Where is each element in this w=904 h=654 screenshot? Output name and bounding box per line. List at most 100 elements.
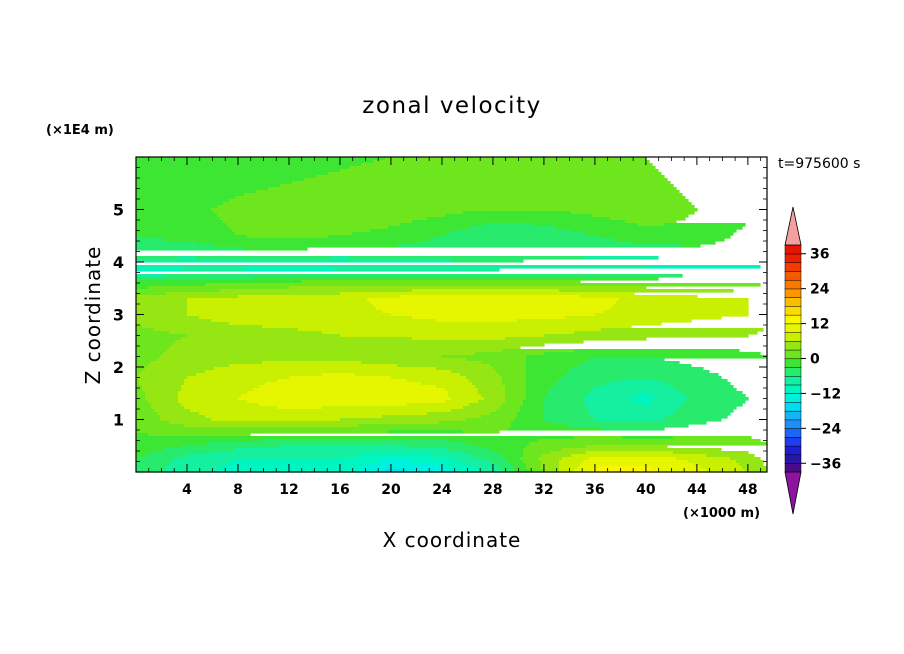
contour-cell (136, 223, 227, 227)
contour-cell (151, 406, 185, 410)
y-tick-label: 3 (113, 306, 124, 325)
contour-cell (151, 451, 212, 455)
contour-cell (169, 421, 440, 425)
contour-cell (559, 460, 584, 464)
contour-cell (136, 379, 140, 383)
contour-cell (181, 388, 254, 392)
contour-cell (361, 361, 482, 365)
contour-cell (136, 319, 212, 323)
contour-cell (673, 385, 734, 389)
contour-cell (220, 466, 365, 470)
contour-cell (196, 241, 419, 245)
contour-cell (262, 439, 449, 443)
contour-cell (541, 454, 572, 458)
contour-cell (322, 373, 356, 377)
contour-cell (334, 268, 500, 272)
contour-cell (247, 391, 449, 395)
contour-cell (448, 466, 476, 470)
contour-cell (445, 214, 593, 218)
contour-cell (205, 283, 761, 287)
contour-cell (706, 469, 746, 473)
contour-cell (511, 421, 554, 425)
contour-cell (268, 187, 677, 191)
contour-cell (694, 463, 740, 467)
contour-cell (136, 349, 167, 353)
contour-cell (157, 358, 467, 362)
contour-cell (490, 460, 509, 464)
contour-cell (136, 205, 218, 209)
contour-cell (502, 379, 527, 383)
contour-cell (742, 466, 767, 470)
contour-cell (136, 202, 224, 206)
contour-cell (565, 316, 722, 320)
contour-cell (187, 298, 368, 302)
contour-cell (136, 292, 167, 296)
colorbar-swatch (784, 262, 802, 272)
colorbar-tick-label: 12 (810, 317, 829, 333)
contour-cell (187, 307, 377, 311)
contour-cell (211, 319, 437, 323)
contour-cell (229, 199, 689, 203)
contour-cell (526, 370, 569, 374)
contour-cell (358, 469, 386, 473)
contour-cell (523, 451, 551, 455)
contour-cell (622, 436, 674, 440)
contour-cell (616, 301, 749, 305)
contour-cell (478, 391, 506, 395)
contour-cell (160, 355, 443, 359)
contour-cell (214, 367, 437, 371)
contour-cell (340, 334, 545, 338)
contour-cell (226, 463, 371, 467)
contour-cell (544, 469, 560, 473)
contour-cell (136, 196, 236, 200)
contour-cell (601, 328, 764, 332)
colorbar-swatch (784, 366, 802, 377)
contour-cell (586, 406, 680, 410)
contour-cell (559, 379, 623, 383)
contour-cell (622, 379, 659, 383)
contour-cell (652, 394, 686, 398)
contour-cell (634, 400, 653, 404)
contour-cell (349, 166, 656, 170)
contour-cell (340, 292, 635, 296)
contour-cell (382, 310, 605, 314)
y-unit-label: (×1E4 m) (46, 123, 114, 138)
contour-cell (280, 445, 407, 449)
contour-cell (667, 415, 728, 419)
contour-cell (526, 364, 578, 368)
contour-cell (592, 214, 689, 218)
contour-cell (481, 469, 503, 473)
contour-cell (577, 466, 599, 470)
contour-cell (610, 307, 749, 311)
contour-cell (520, 409, 545, 413)
contour-cell (136, 358, 158, 362)
contour-cell (169, 463, 227, 467)
contour-cell (136, 235, 140, 239)
contour-cell (352, 232, 449, 236)
y-axis: 1 2 3 4 5 (113, 167, 767, 462)
contour-cell (229, 226, 389, 230)
contour-cell (586, 394, 638, 398)
contour-cell (526, 466, 542, 470)
contour-cell (559, 466, 578, 470)
contour-cell (526, 394, 548, 398)
contour-cell (598, 235, 731, 239)
contour-cell (649, 403, 683, 407)
contour-cell (136, 316, 200, 320)
contour-cell (196, 373, 323, 377)
contour-cell (526, 385, 554, 389)
contour-cell (544, 352, 761, 356)
contour-cell (262, 325, 632, 329)
contour-cell (136, 214, 218, 218)
contour-cell (526, 373, 566, 377)
contour-cell (544, 412, 590, 416)
contour-cell (142, 385, 182, 389)
contour-cell (568, 424, 689, 428)
contour-cell (436, 463, 467, 467)
contour-cell (136, 310, 188, 314)
contour-cell (151, 361, 263, 365)
contour-cell (589, 358, 665, 362)
contour-cell (736, 460, 764, 464)
contour-cell (664, 223, 746, 227)
